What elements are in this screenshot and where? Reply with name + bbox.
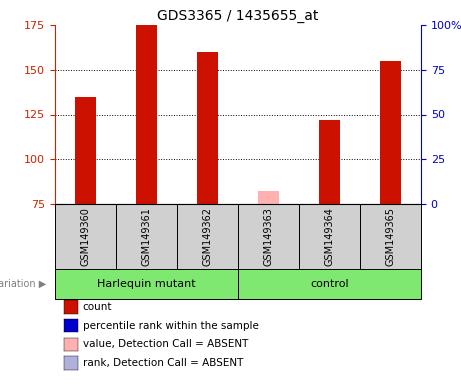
Bar (116, 204, 177, 269)
Text: GSM149361: GSM149361 (142, 207, 152, 266)
Bar (197, 52, 218, 204)
Bar (75, 97, 96, 204)
Bar (299, 204, 360, 269)
Bar (177, 204, 238, 269)
Text: genotype/variation ▶: genotype/variation ▶ (0, 279, 46, 289)
Bar (319, 120, 340, 204)
Text: GSM149360: GSM149360 (81, 207, 90, 266)
Text: percentile rank within the sample: percentile rank within the sample (83, 321, 259, 331)
Bar (380, 61, 401, 204)
Title: GDS3365 / 1435655_at: GDS3365 / 1435655_at (157, 8, 319, 23)
Text: GSM149364: GSM149364 (325, 207, 335, 266)
Bar (238, 269, 421, 299)
Text: GSM149363: GSM149363 (264, 207, 273, 266)
Text: count: count (83, 302, 112, 312)
Bar (55, 269, 238, 299)
Bar (258, 192, 279, 204)
Bar (55, 204, 116, 269)
Bar (238, 204, 299, 269)
Text: GSM149362: GSM149362 (202, 207, 213, 266)
Text: rank, Detection Call = ABSENT: rank, Detection Call = ABSENT (83, 358, 243, 368)
Text: GSM149365: GSM149365 (385, 207, 396, 266)
Text: control: control (310, 279, 349, 289)
Bar (360, 204, 421, 269)
Text: value, Detection Call = ABSENT: value, Detection Call = ABSENT (83, 339, 248, 349)
Text: Harlequin mutant: Harlequin mutant (97, 279, 196, 289)
Bar (136, 25, 157, 204)
